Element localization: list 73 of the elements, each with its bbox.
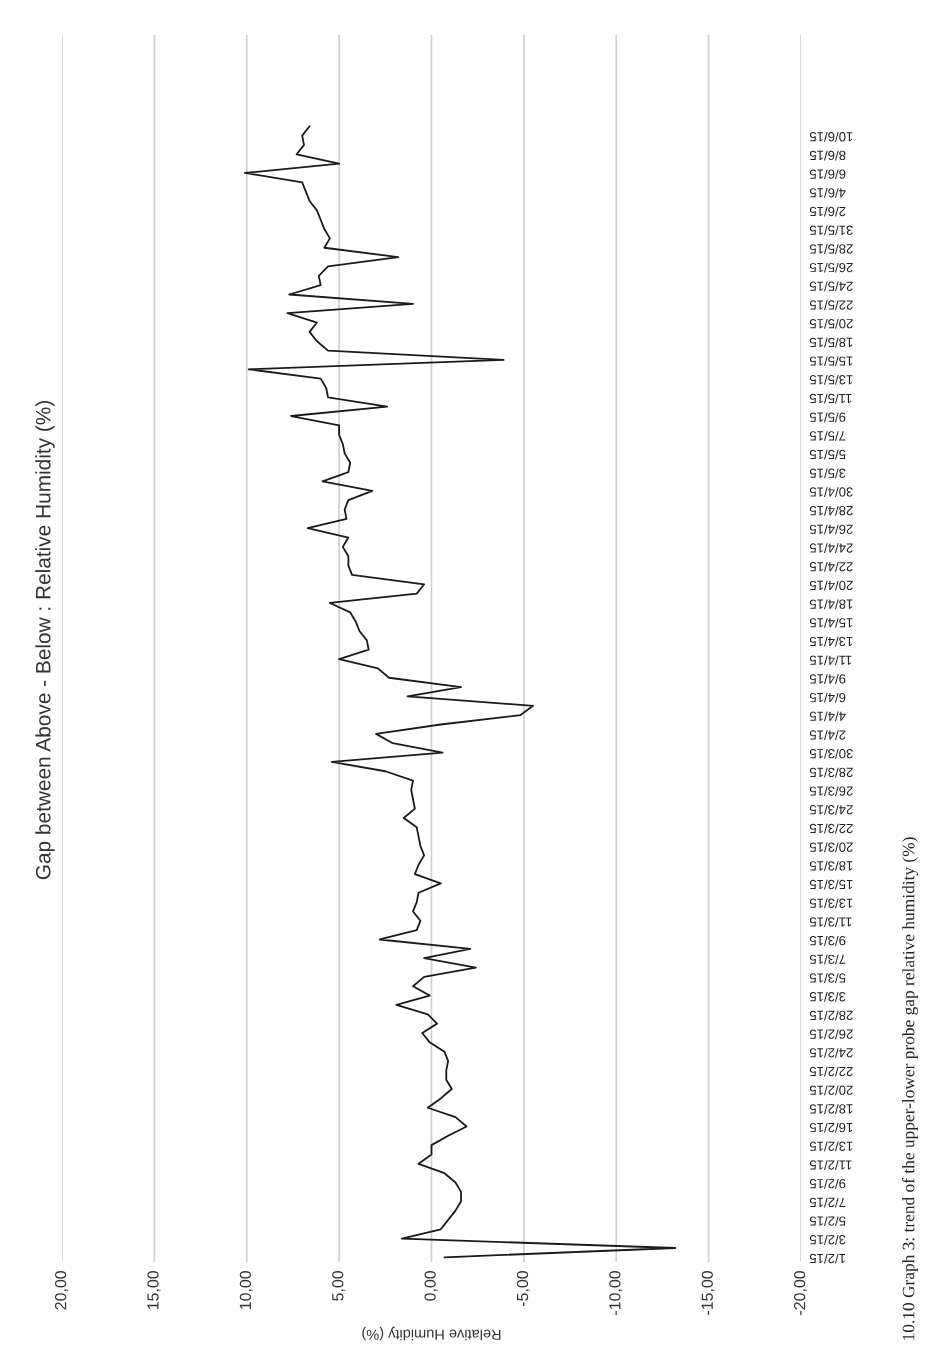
y-tick-label: 10/6/15: [809, 132, 853, 142]
x-tick-label: -5,00: [516, 1270, 531, 1307]
y-tick-label: 13/4/15: [809, 636, 853, 647]
y-tick-label: 22/4/15: [809, 562, 853, 572]
y-tick-label: 15/3/15: [809, 879, 853, 890]
y-tick-label: 2/6/15: [809, 206, 846, 217]
y-tick-label: 26/2/15: [809, 1029, 853, 1040]
y-tick-label: 15/5/15: [809, 356, 853, 367]
y-tick-label: 24/3/15: [809, 805, 853, 815]
y-tick-label: 20/5/15: [809, 319, 853, 329]
y-tick-label: 20/3/15: [809, 842, 853, 853]
y-tick-label: 9/4/15: [809, 674, 846, 684]
y-tick-label: 13/2/15: [809, 1141, 853, 1152]
x-tick-label: 10,00: [239, 1270, 253, 1310]
y-tick-label: 9/2/15: [809, 1179, 846, 1189]
y-tick-label: 6/6/15: [809, 169, 846, 180]
y-tick-label: 7/3/15: [809, 954, 846, 965]
y-tick-label: 3/2/15: [809, 1235, 846, 1245]
y-tick-label: 7/5/15: [809, 431, 846, 441]
y-tick-label: 6/4/15: [809, 692, 846, 703]
x-tick-label: 20,00: [54, 1270, 69, 1310]
y-tick-label: 13/3/15: [809, 898, 853, 909]
y-tick-label: 22/2/15: [809, 1066, 853, 1077]
x-tick-label: -10,00: [609, 1270, 623, 1315]
y-tick-label: 9/5/15: [809, 412, 846, 423]
y-tick-label: 28/3/15: [809, 767, 853, 778]
y-tick-label: 11/3/15: [809, 917, 852, 927]
y-tick-label: 24/4/15: [809, 543, 853, 554]
y-tick-label: 18/2/15: [809, 1104, 853, 1114]
y-tick-label: 22/3/15: [809, 823, 853, 834]
y-tick-label: 11/4/15: [809, 655, 852, 666]
y-tick-label: 28/4/15: [809, 505, 853, 516]
y-tick-label: 11/2/15: [809, 1160, 852, 1170]
y-tick-label: 30/3/15: [809, 749, 853, 759]
y-tick-label: 4/6/15: [809, 188, 846, 198]
y-tick-label: 18/3/15: [809, 861, 853, 871]
y-tick-label: 28/2/15: [809, 1010, 853, 1021]
y-tick-label: 1/2/15: [809, 1253, 846, 1264]
y-tick-label: 5/2/15: [809, 1216, 846, 1227]
y-tick-label: 20/2/15: [809, 1085, 853, 1096]
x-tick-label: 15,00: [147, 1270, 161, 1310]
y-tick-label: 28/5/15: [809, 244, 853, 254]
y-tick-label: 24/2/15: [809, 1048, 853, 1058]
y-tick-label: 26/3/15: [809, 786, 853, 797]
x-tick-label: 0,00: [424, 1270, 438, 1301]
y-tick-label: 16/2/15: [809, 1122, 853, 1133]
y-tick-label: 26/4/15: [809, 524, 853, 535]
y-tick-label: 3/3/15: [809, 992, 846, 1002]
y-tick-label: 3/5/15: [809, 468, 846, 479]
y-tick-label: 26/5/15: [809, 262, 853, 273]
y-tick-label: 5/3/15: [809, 973, 846, 984]
y-tick-label: 8/6/15: [809, 150, 846, 161]
y-tick-label: 5/5/15: [809, 449, 846, 460]
y-tick-label: 30/4/15: [809, 487, 853, 497]
y-tick-label: 24/5/15: [809, 281, 853, 292]
y-tick-label: 13/5/15: [809, 375, 853, 385]
text: 10.10 Graph 3: trend of the upper-lower probe gap relative humidity (%): [902, 837, 918, 1340]
y-tick-label: 15/4/15: [809, 618, 853, 628]
y-tick-label: 31/5/15: [809, 225, 853, 236]
x-axis-title: Relative Humidity (%): [362, 1326, 501, 1341]
x-tick-label: -20,00: [793, 1270, 808, 1315]
x-tick-label: -15,00: [701, 1270, 715, 1315]
y-tick-label: 18/4/15: [809, 599, 853, 610]
y-tick-label: 2/4/15: [809, 730, 846, 740]
y-tick-label: 4/4/15: [809, 711, 846, 722]
y-tick-label: 7/2/15: [809, 1197, 846, 1208]
x-tick-label: 5,00: [332, 1270, 346, 1301]
y-tick-label: 11/5/15: [809, 393, 852, 404]
y-tick-label: 18/5/15: [809, 337, 853, 348]
y-tick-label: 22/5/15: [809, 300, 853, 310]
y-tick-label: 9/3/15: [809, 935, 846, 946]
text: Gap between Above - Below : Relative Humidity (%): [35, 401, 55, 880]
y-tick-label: 20/4/15: [809, 580, 853, 591]
